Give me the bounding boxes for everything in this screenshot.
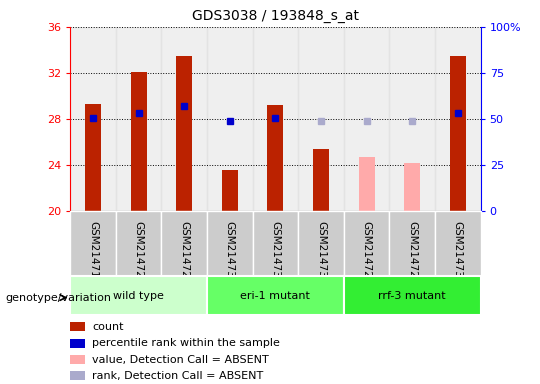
- Bar: [344, 27, 389, 211]
- FancyBboxPatch shape: [207, 211, 253, 276]
- Text: GSM214731: GSM214731: [225, 221, 235, 285]
- Bar: [176, 56, 192, 211]
- Bar: [359, 157, 375, 211]
- Text: GSM214729: GSM214729: [407, 221, 417, 285]
- Bar: [70, 339, 85, 348]
- Bar: [298, 27, 344, 211]
- FancyBboxPatch shape: [253, 211, 298, 276]
- FancyBboxPatch shape: [161, 211, 207, 276]
- FancyBboxPatch shape: [298, 211, 344, 276]
- FancyBboxPatch shape: [344, 276, 481, 315]
- Bar: [389, 27, 435, 211]
- Title: GDS3038 / 193848_s_at: GDS3038 / 193848_s_at: [192, 9, 359, 23]
- Bar: [70, 27, 116, 211]
- FancyBboxPatch shape: [344, 211, 389, 276]
- Text: percentile rank within the sample: percentile rank within the sample: [92, 338, 280, 348]
- Bar: [450, 56, 466, 211]
- Text: GSM214733: GSM214733: [316, 221, 326, 285]
- Text: rank, Detection Call = ABSENT: rank, Detection Call = ABSENT: [92, 371, 264, 381]
- Bar: [70, 371, 85, 381]
- Bar: [313, 149, 329, 211]
- Bar: [116, 27, 161, 211]
- Text: GSM214728: GSM214728: [362, 221, 372, 285]
- FancyBboxPatch shape: [70, 276, 207, 315]
- Text: eri-1 mutant: eri-1 mutant: [240, 291, 310, 301]
- Text: value, Detection Call = ABSENT: value, Detection Call = ABSENT: [92, 354, 269, 364]
- Text: rrf-3 mutant: rrf-3 mutant: [379, 291, 446, 301]
- Text: GSM214732: GSM214732: [271, 221, 280, 285]
- Text: GSM214727: GSM214727: [179, 221, 189, 285]
- Bar: [404, 163, 420, 211]
- Bar: [267, 105, 284, 211]
- FancyBboxPatch shape: [435, 211, 481, 276]
- Text: count: count: [92, 322, 124, 332]
- Text: GSM214730: GSM214730: [453, 221, 463, 284]
- Bar: [131, 72, 146, 211]
- Text: genotype/variation: genotype/variation: [5, 293, 111, 303]
- FancyBboxPatch shape: [389, 211, 435, 276]
- FancyBboxPatch shape: [70, 211, 116, 276]
- Bar: [70, 322, 85, 331]
- Bar: [222, 170, 238, 211]
- Text: GSM214716: GSM214716: [88, 221, 98, 285]
- Bar: [85, 104, 101, 211]
- Bar: [70, 355, 85, 364]
- Bar: [207, 27, 253, 211]
- Text: wild type: wild type: [113, 291, 164, 301]
- Bar: [161, 27, 207, 211]
- FancyBboxPatch shape: [116, 211, 161, 276]
- FancyBboxPatch shape: [207, 276, 344, 315]
- Text: GSM214725: GSM214725: [133, 221, 144, 285]
- Bar: [435, 27, 481, 211]
- Bar: [253, 27, 298, 211]
